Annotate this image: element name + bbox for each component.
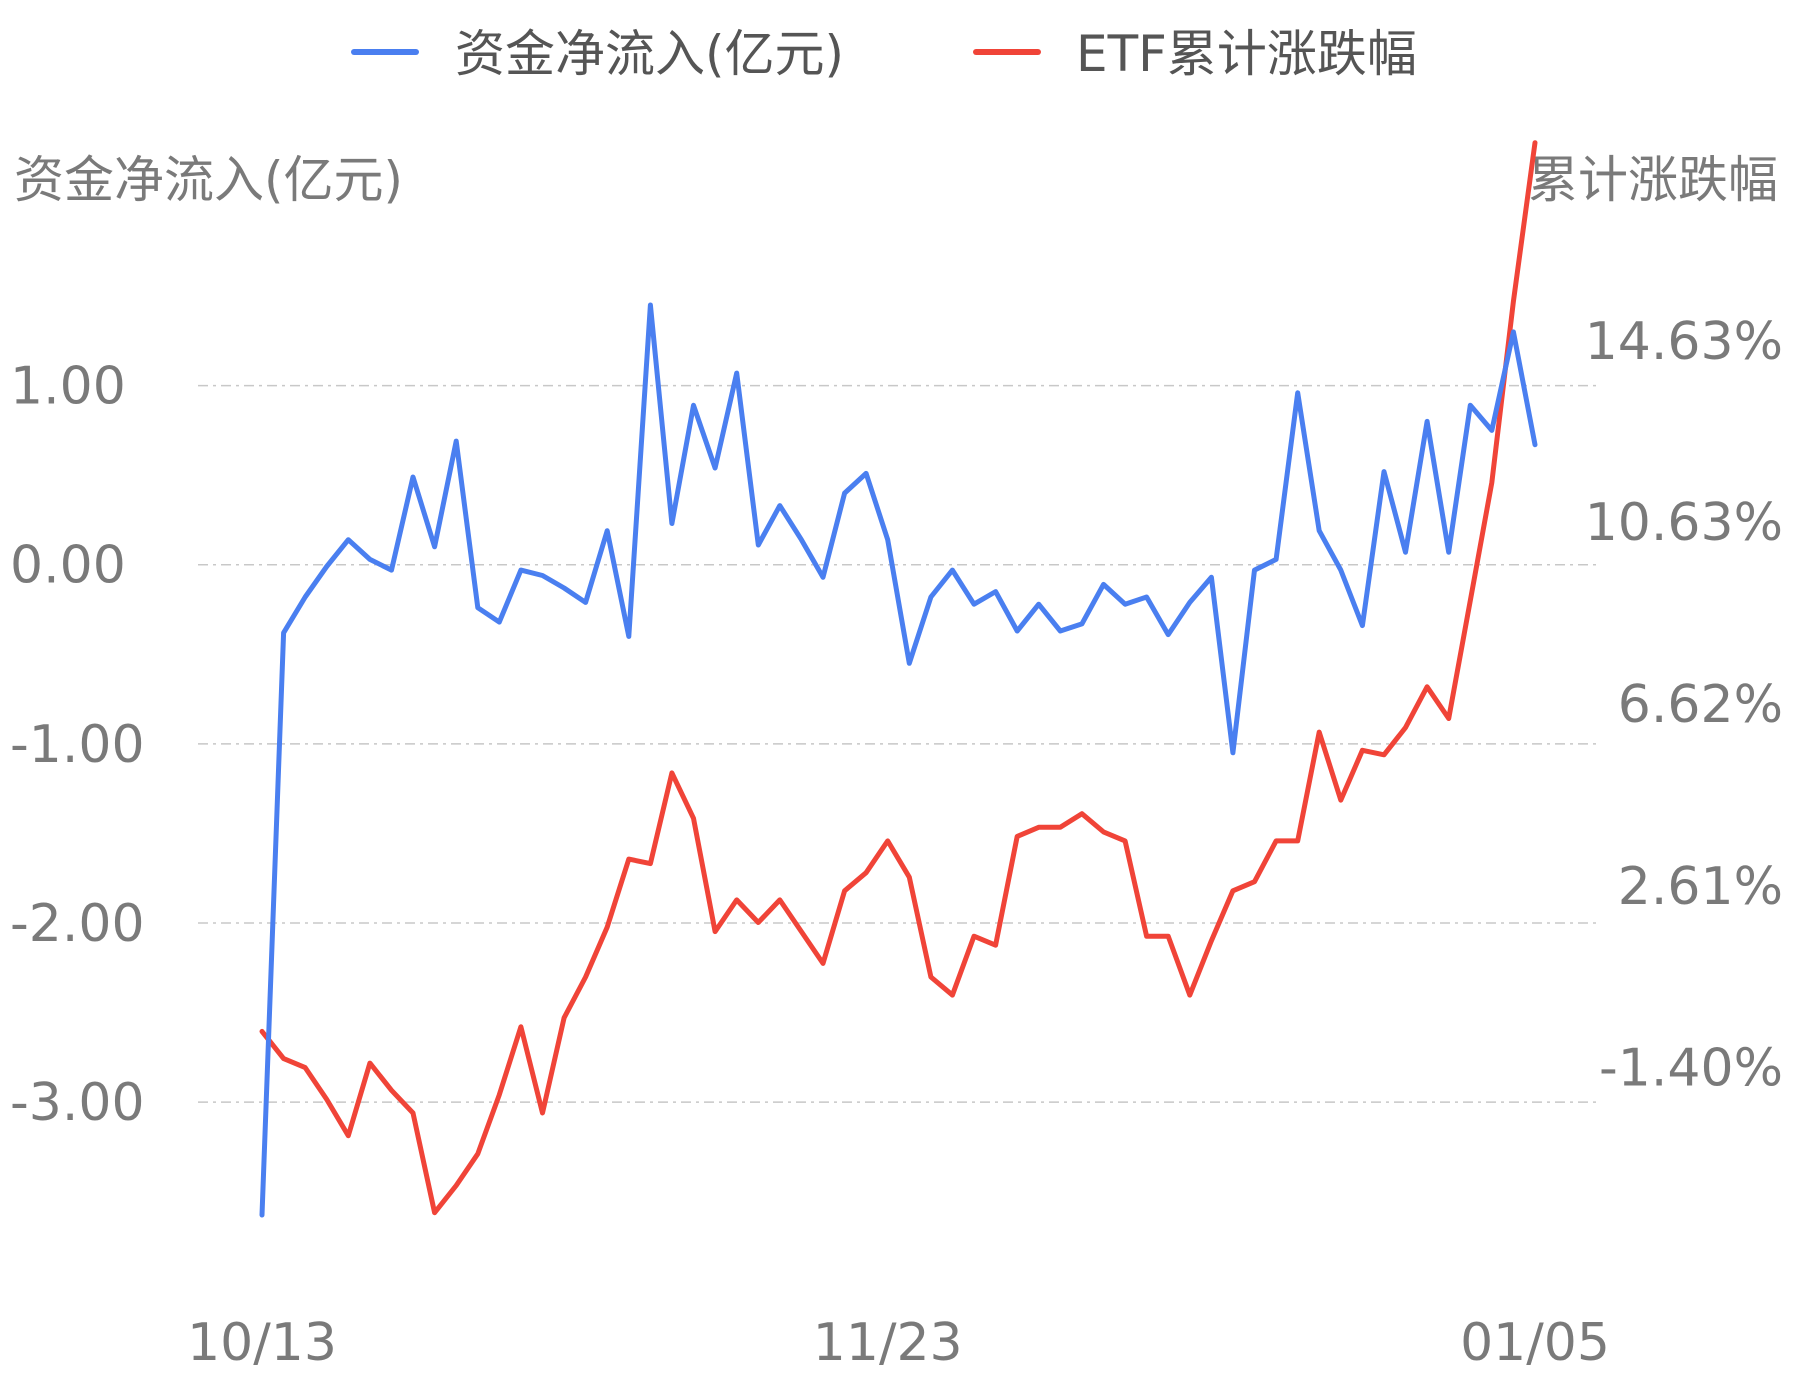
x-tick-label: 11/23 <box>813 1313 963 1373</box>
x-tick-label: 10/13 <box>187 1313 337 1373</box>
legend-label-capital-flow[interactable]: 资金净流入(亿元) <box>455 25 844 83</box>
x-axis-ticks: 10/13 11/23 01/05 <box>187 1313 1610 1373</box>
series-line-capital-flow[interactable] <box>259 302 1538 1218</box>
legend[interactable]: 资金净流入(亿元) ETF累计涨跌幅 <box>351 25 1417 83</box>
left-tick-label: -1.00 <box>10 715 145 775</box>
x-tick-label: 01/05 <box>1460 1313 1610 1373</box>
grid-lines <box>198 384 1598 1103</box>
right-tick-label: 14.63% <box>1585 312 1783 372</box>
left-tick-label: 0.00 <box>10 536 126 596</box>
right-axis-title: 累计涨跌幅 <box>1528 151 1778 209</box>
left-axis-ticks: 1.00 0.00 -1.00 -2.00 -3.00 <box>10 357 145 1134</box>
left-axis-title: 资金净流入(亿元) <box>14 151 403 209</box>
right-tick-label: -1.40% <box>1599 1039 1783 1099</box>
left-tick-label: -2.00 <box>10 894 145 954</box>
series-layer[interactable] <box>259 140 1538 1218</box>
series-line-etf-return[interactable] <box>259 140 1538 1216</box>
legend-label-etf-return[interactable]: ETF累计涨跌幅 <box>1076 25 1417 83</box>
left-tick-label: -3.00 <box>10 1073 145 1133</box>
right-tick-label: 6.62% <box>1618 675 1783 735</box>
right-axis-ticks: 14.63% 10.63% 6.62% 2.61% -1.40% <box>1585 312 1783 1099</box>
right-tick-label: 10.63% <box>1585 493 1783 553</box>
right-tick-label: 2.61% <box>1618 857 1783 917</box>
left-tick-label: 1.00 <box>10 357 126 417</box>
